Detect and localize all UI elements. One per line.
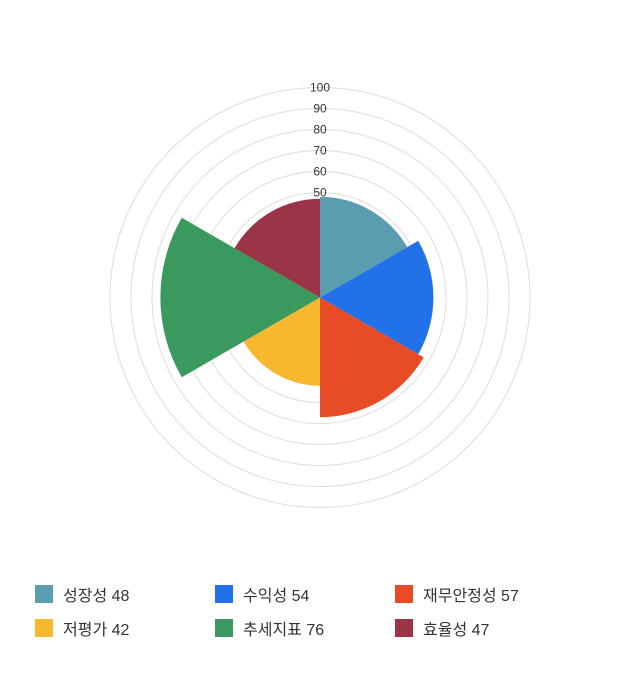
legend-label: 재무안정성 57 <box>423 582 519 606</box>
legend-swatch <box>395 585 413 603</box>
tick-label: 100 <box>310 81 330 95</box>
legend-swatch <box>395 619 413 637</box>
legend-item: 추세지표 76 <box>215 616 365 640</box>
legend-swatch <box>215 619 233 637</box>
legend-label: 효율성 47 <box>423 616 489 640</box>
legend-item: 저평가 42 <box>35 616 185 640</box>
tick-label: 60 <box>313 165 326 179</box>
tick-label: 70 <box>313 144 326 158</box>
legend-label: 수익성 54 <box>243 582 309 606</box>
legend-swatch <box>215 585 233 603</box>
tick-label: 80 <box>313 123 326 137</box>
legend-label: 추세지표 76 <box>243 616 324 640</box>
tick-label: 50 <box>313 186 326 200</box>
polar-chart-container: 50 60 70 80 90 100 성장성 48 수익성 54 재무안정성 57 저평가 42… <box>0 0 640 700</box>
legend-item: 수익성 54 <box>215 582 365 606</box>
legend-label: 저평가 42 <box>63 616 129 640</box>
legend-swatch <box>35 619 53 637</box>
legend-item: 성장성 48 <box>35 582 185 606</box>
legend-label: 성장성 48 <box>63 582 129 606</box>
polar-chart: 50 60 70 80 90 100 <box>70 48 570 553</box>
legend-item: 재무안정성 57 <box>395 582 545 606</box>
legend-item: 효율성 47 <box>395 616 545 640</box>
legend-swatch <box>35 585 53 603</box>
tick-label: 90 <box>313 102 326 116</box>
chart-legend: 성장성 48 수익성 54 재무안정성 57 저평가 42 추세지표 76 효율성 47 <box>35 582 605 640</box>
